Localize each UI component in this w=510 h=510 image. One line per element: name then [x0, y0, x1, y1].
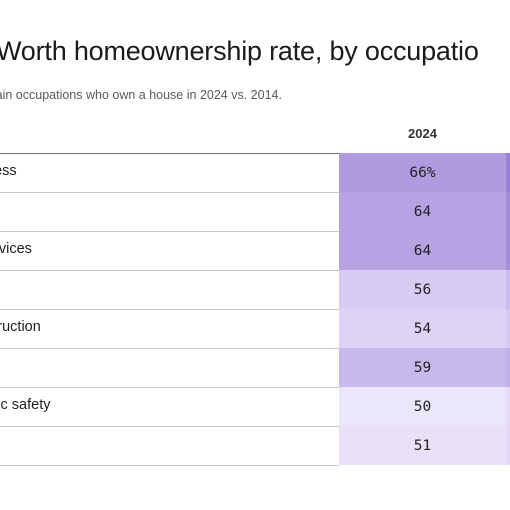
row-label: struction: [0, 319, 41, 335]
table-row: 64: [0, 192, 510, 231]
row-divider: [0, 426, 506, 427]
table-row: ness 66%: [0, 153, 510, 192]
value-cell-2024: 54: [339, 309, 506, 348]
value-cell-2024: 59: [339, 348, 506, 387]
table-row: 56: [0, 270, 510, 309]
row-label: ervices: [0, 241, 32, 257]
value-cell-2014-partial: [506, 387, 510, 426]
table-row: 59: [0, 348, 510, 387]
table-bottom-rule: [0, 465, 339, 466]
row-divider: [0, 153, 506, 154]
row-divider: [0, 309, 506, 310]
row-label: ness: [0, 163, 17, 179]
value-cell-2024: 66%: [339, 153, 506, 192]
row-divider: [0, 348, 506, 349]
chart-title: Worth homeownership rate, by occupatio: [0, 36, 479, 66]
value-cell-2014-partial: [506, 426, 510, 465]
value-cell-2014-partial: [506, 309, 510, 348]
value-cell-2024: 64: [339, 192, 506, 231]
value-cell-2014-partial: [506, 192, 510, 231]
table-row: struction 54: [0, 309, 510, 348]
table-row: blic safety 50: [0, 387, 510, 426]
table-row: 51: [0, 426, 510, 465]
column-header-2024: 2024: [408, 126, 437, 141]
row-divider: [0, 231, 506, 232]
chart-subtitle: rtain occupations who own a house in 202…: [0, 88, 282, 102]
value-cell-2014-partial: [506, 231, 510, 270]
row-label: blic safety: [0, 397, 51, 413]
row-divider: [0, 270, 506, 271]
value-cell-2024: 50: [339, 387, 506, 426]
value-cell-2014-partial: [506, 153, 510, 192]
row-divider: [0, 387, 506, 388]
value-cell-2024: 56: [339, 270, 506, 309]
value-cell-2014-partial: [506, 270, 510, 309]
table-row: ervices 64: [0, 231, 510, 270]
row-divider: [0, 192, 506, 193]
value-cell-2024: 51: [339, 426, 506, 465]
value-cell-2014-partial: [506, 348, 510, 387]
value-cell-2024: 64: [339, 231, 506, 270]
